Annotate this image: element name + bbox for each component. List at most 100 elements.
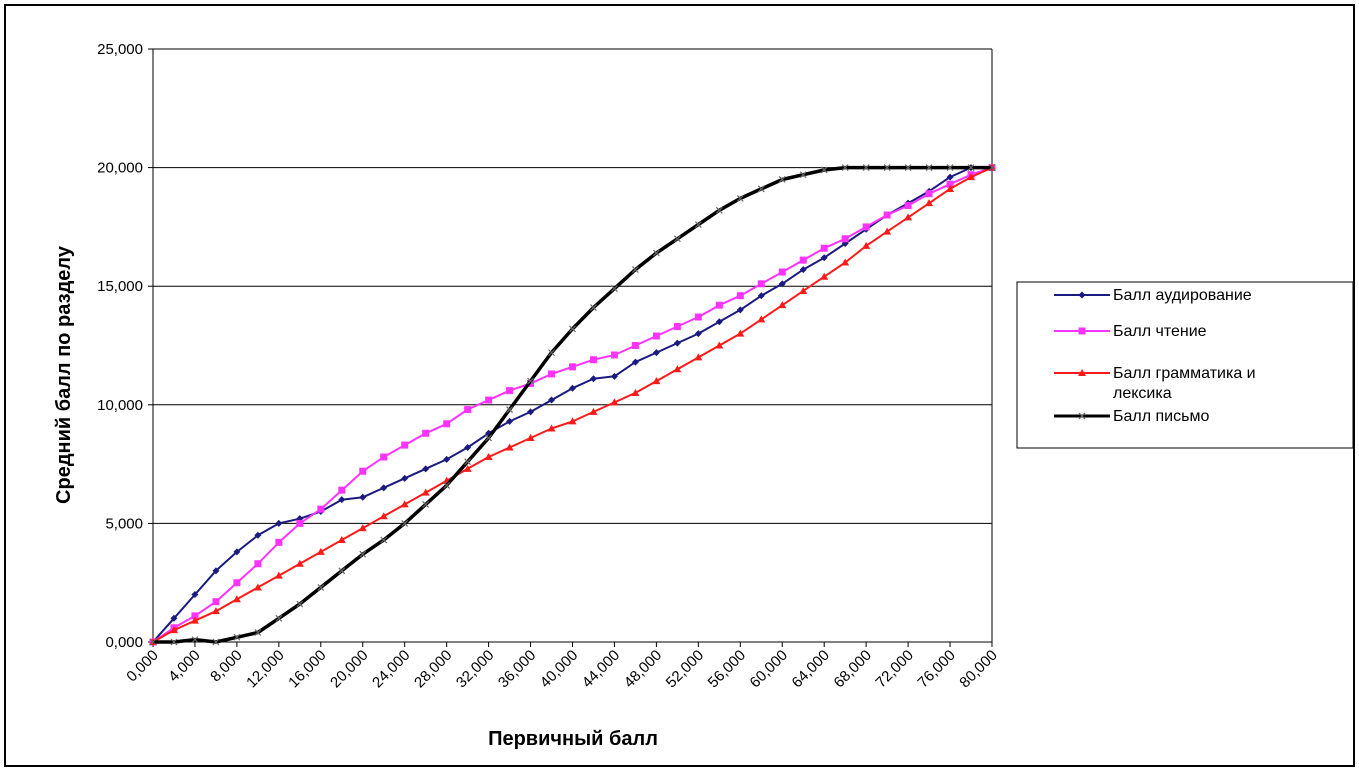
- data-point-series-3: [316, 547, 325, 555]
- data-point-series-4: [715, 206, 723, 214]
- data-point-series-2: [212, 598, 220, 606]
- data-point-series-1: [715, 318, 723, 326]
- data-point-series-1: [694, 330, 702, 338]
- data-point-series-3: [379, 512, 388, 520]
- y-tick-label: 5,000: [105, 515, 143, 532]
- data-point-series-4: [946, 164, 954, 172]
- y-tick-label: 15,000: [97, 278, 143, 295]
- data-point-series-3: [274, 571, 283, 579]
- data-point-series-2: [925, 190, 933, 198]
- data-point-series-4: [275, 614, 283, 622]
- data-point-series-3: [484, 452, 493, 460]
- data-point-series-2: [841, 235, 849, 243]
- legend-label-1: Балл аудирование: [1113, 287, 1252, 304]
- data-point-series-3: [946, 184, 955, 192]
- data-point-series-3: [673, 365, 682, 373]
- data-point-series-4: [736, 195, 744, 202]
- data-point-series-4: [380, 536, 388, 544]
- data-point-series-3: [190, 616, 199, 624]
- data-point-series-2: [652, 332, 660, 340]
- legend-marker-2: [1078, 327, 1086, 335]
- series-lines: [149, 163, 996, 646]
- legend-marker-1: [1078, 291, 1086, 299]
- data-point-series-1: [275, 519, 283, 527]
- data-point-series-2: [485, 396, 493, 404]
- data-point-series-3: [337, 536, 346, 544]
- data-point-series-1: [506, 417, 514, 425]
- data-point-series-4: [296, 600, 304, 608]
- data-point-series-4: [443, 482, 451, 489]
- data-point-series-3: [715, 341, 724, 349]
- data-point-series-2: [317, 505, 325, 513]
- data-point-series-2: [233, 579, 241, 587]
- data-point-series-2: [569, 363, 576, 371]
- data-point-series-4: [170, 638, 178, 646]
- data-point-series-4: [359, 550, 367, 558]
- data-point-series-4: [401, 519, 409, 527]
- y-tick-label: 0,000: [105, 634, 143, 651]
- data-point-series-2: [715, 301, 723, 309]
- data-point-series-1: [464, 443, 472, 451]
- data-point-series-3: [904, 213, 913, 221]
- data-point-series-1: [212, 567, 220, 575]
- data-point-series-1: [673, 339, 681, 347]
- data-point-series-1: [736, 306, 744, 314]
- data-point-series-2: [296, 519, 304, 527]
- data-point-series-4: [883, 164, 891, 172]
- data-point-series-4: [652, 249, 660, 257]
- legend-label-4: Балл письмо: [1113, 408, 1209, 425]
- data-point-series-1: [569, 384, 576, 392]
- data-point-series-3: [799, 286, 808, 294]
- data-point-series-2: [506, 387, 514, 395]
- data-point-series-3: [400, 500, 409, 508]
- data-point-series-3: [757, 315, 766, 323]
- data-point-series-4: [233, 633, 241, 641]
- data-point-series-1: [338, 496, 346, 504]
- data-point-series-3: [211, 607, 220, 615]
- data-point-series-1: [170, 614, 178, 622]
- data-point-series-1: [233, 548, 241, 556]
- y-tick-label: 20,000: [97, 160, 143, 177]
- legend-marker-4: [1078, 412, 1086, 420]
- data-point-series-1: [820, 254, 828, 262]
- data-point-series-3: [925, 199, 934, 207]
- data-point-series-4: [967, 164, 975, 172]
- data-point-series-2: [694, 313, 702, 321]
- data-point-series-4: [925, 164, 933, 172]
- data-point-series-3: [526, 434, 535, 442]
- axes: [148, 48, 993, 647]
- data-point-series-4: [778, 176, 786, 183]
- data-point-series-3: [610, 398, 619, 406]
- data-point-series-2: [799, 256, 807, 264]
- data-point-series-4: [317, 584, 325, 591]
- data-point-series-3: [778, 301, 787, 309]
- data-point-series-1: [610, 372, 618, 380]
- data-point-series-3: [862, 241, 871, 249]
- data-point-series-1: [380, 484, 388, 492]
- data-point-series-2: [631, 342, 639, 349]
- x-axis-title: Первичный балл: [488, 728, 658, 750]
- data-point-series-4: [694, 221, 702, 228]
- data-point-series-4: [569, 325, 576, 333]
- data-point-series-2: [380, 453, 388, 461]
- data-point-series-4: [590, 304, 597, 311]
- y-tick-label: 10,000: [97, 397, 143, 414]
- data-point-series-4: [191, 636, 199, 644]
- data-point-series-1: [799, 266, 807, 274]
- legend: Балл аудирование Балл чтение Балл граммати…: [1016, 281, 1354, 449]
- data-point-series-2: [589, 356, 597, 364]
- data-point-series-4: [611, 285, 618, 292]
- data-point-series-3: [232, 595, 241, 603]
- data-point-series-3: [841, 258, 850, 266]
- data-point-series-4: [506, 406, 513, 413]
- data-point-series-1: [946, 173, 954, 181]
- data-point-series-2: [778, 268, 786, 276]
- data-point-series-3: [631, 388, 640, 396]
- data-point-series-1: [652, 349, 660, 357]
- data-point-series-4: [527, 377, 534, 385]
- data-point-series-3: [463, 464, 472, 472]
- data-point-series-1: [191, 591, 199, 599]
- data-point-series-3: [694, 353, 703, 361]
- data-point-series-1: [757, 292, 765, 300]
